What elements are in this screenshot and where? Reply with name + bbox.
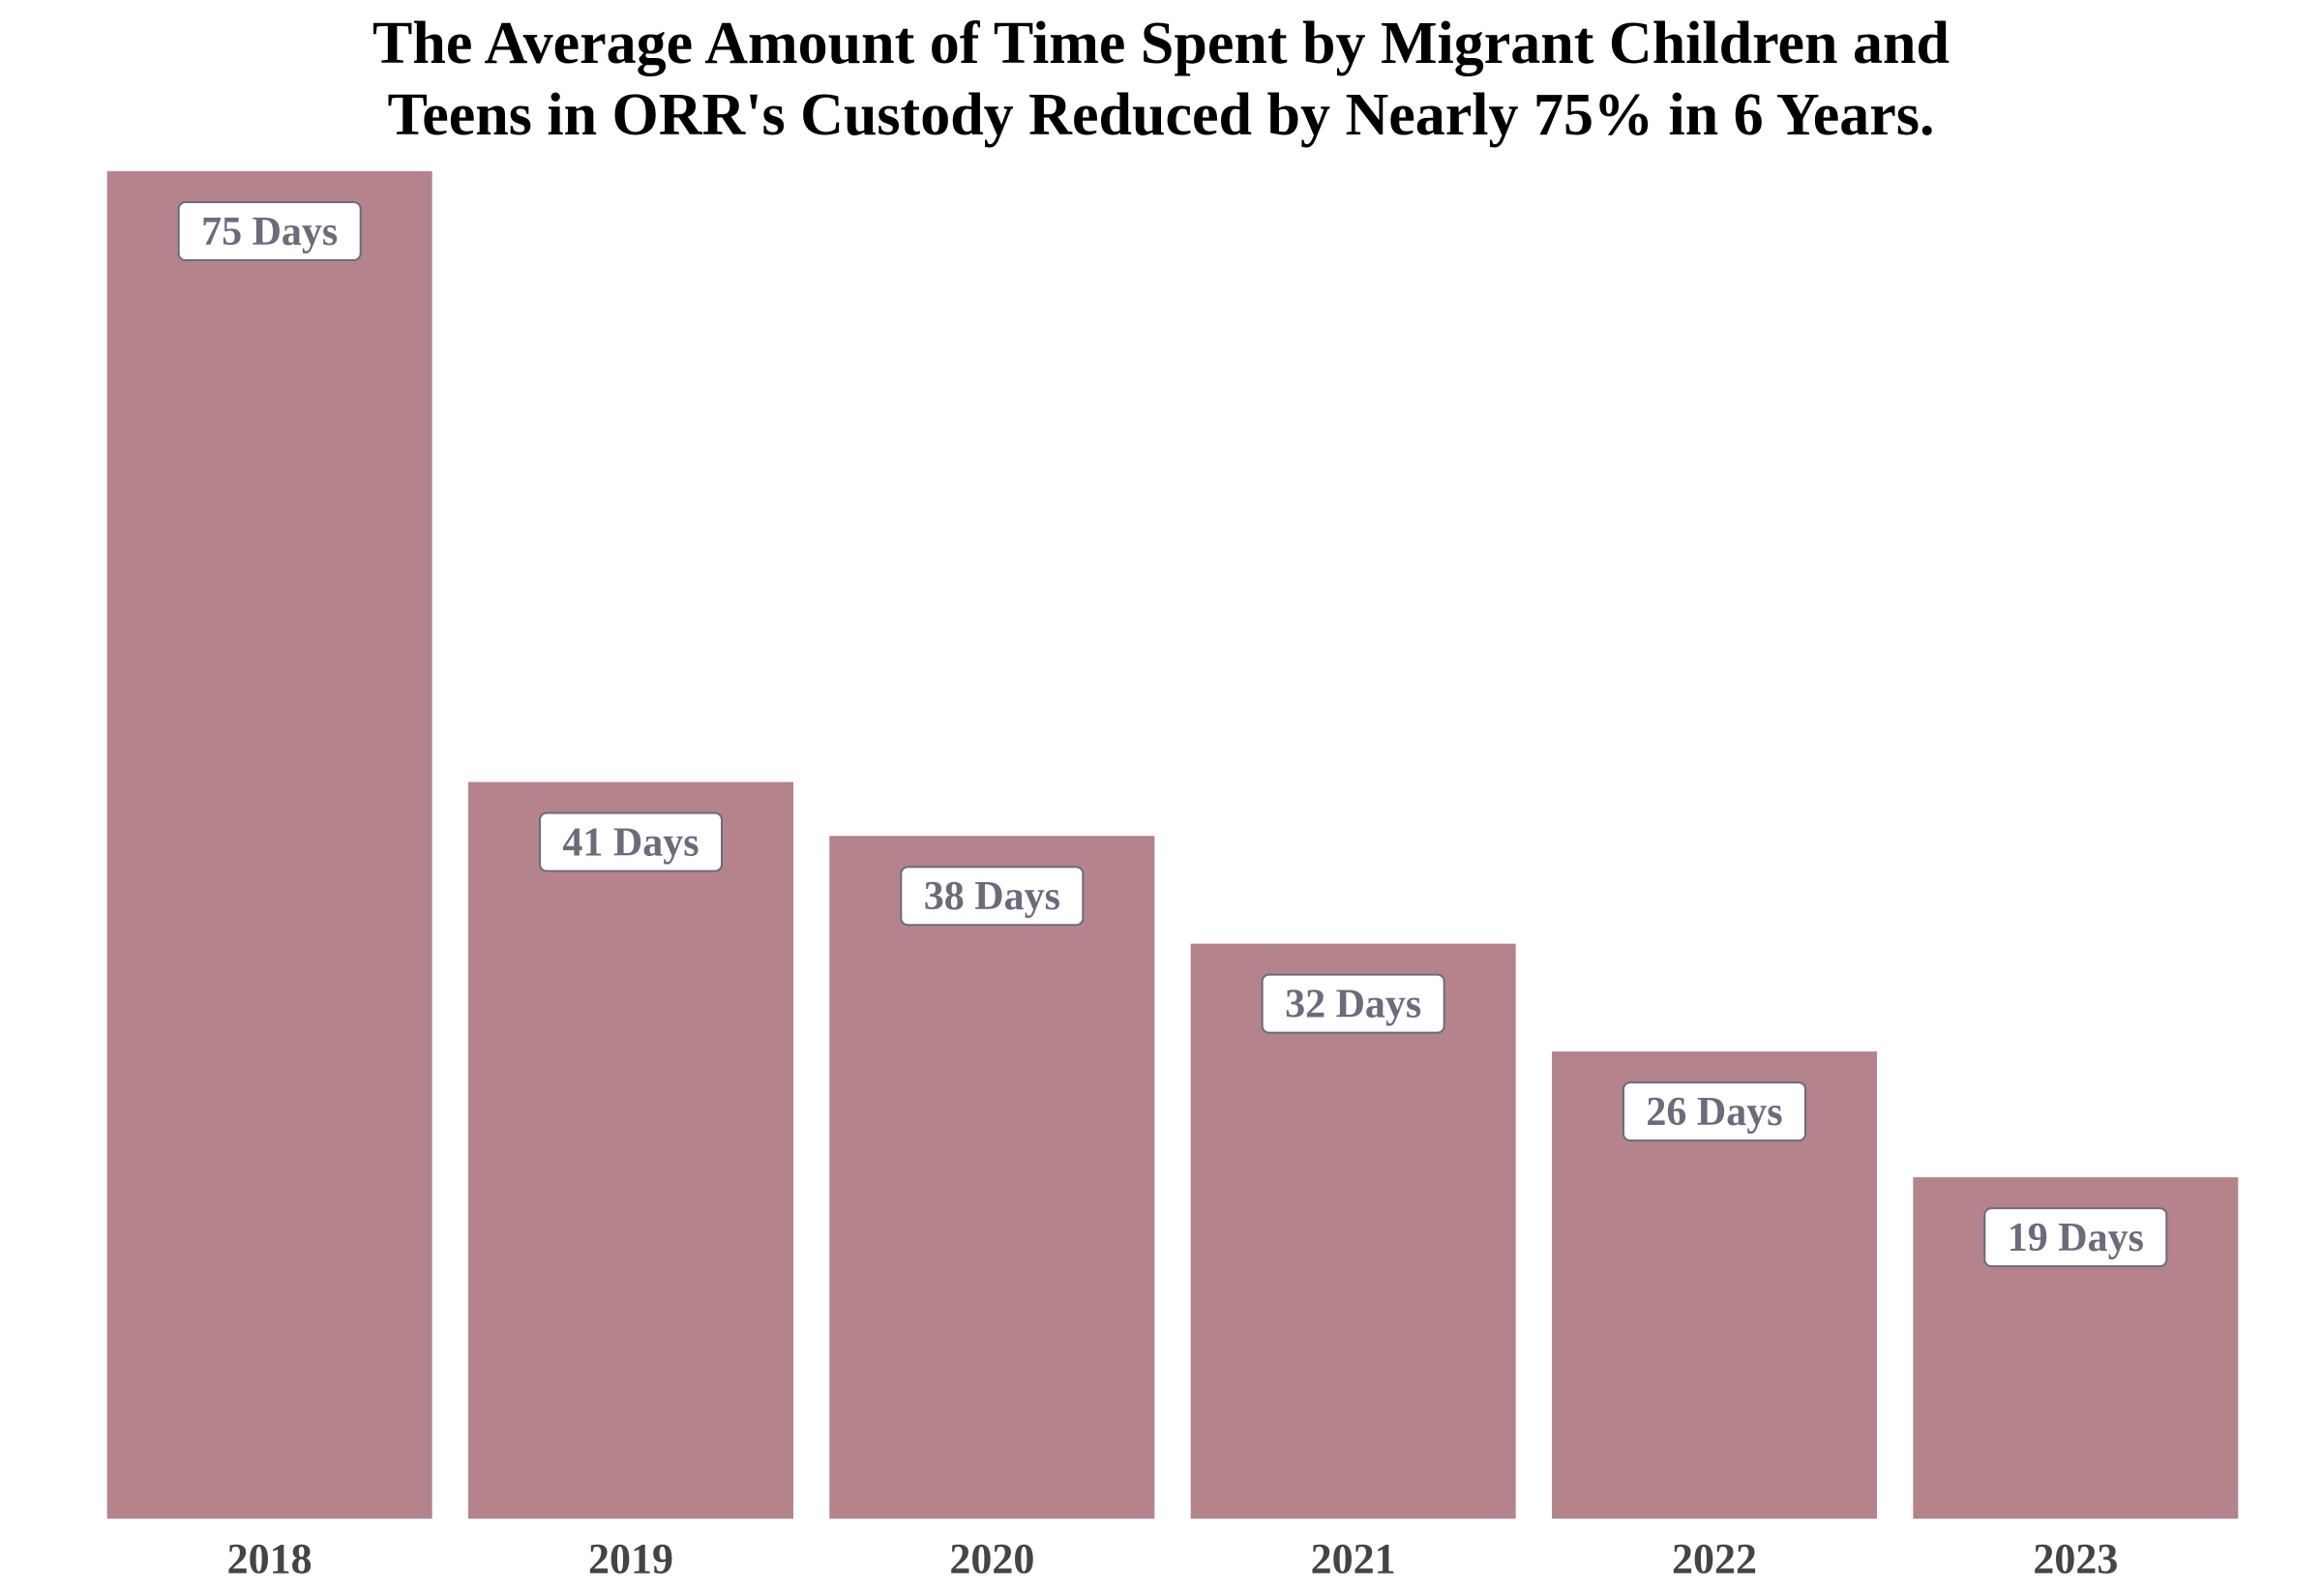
data-label-2022: 26 Days: [1622, 1081, 1806, 1142]
bar-2021: [1190, 943, 1516, 1519]
data-label-text: 26 Days: [1646, 1090, 1782, 1135]
data-label-2020: 38 Days: [900, 866, 1085, 927]
x-axis-ticks: 2018 2019 2020 2021 2022 2023: [227, 1535, 2119, 1582]
x-tick-2021: 2021: [1311, 1535, 1396, 1582]
data-label-text: 38 Days: [924, 874, 1060, 919]
x-tick-2018: 2018: [227, 1535, 313, 1582]
data-label-box: [539, 812, 723, 872]
bar-2020: [829, 836, 1155, 1519]
data-label-2021: 32 Days: [1261, 973, 1445, 1034]
data-labels-layer: 75 Days 41 Days 38 Days 32 Days 26 Days 19 Da…: [177, 201, 2168, 1268]
x-tick-2020: 2020: [949, 1535, 1034, 1582]
x-tick-2023: 2023: [2033, 1535, 2118, 1582]
bar-2019: [468, 782, 793, 1519]
data-label-text: 19 Days: [2008, 1216, 2144, 1260]
bar-2018: [106, 171, 432, 1519]
data-label-text: 75 Days: [201, 210, 338, 254]
data-label-box: [1983, 1207, 2168, 1268]
data-label-text: 41 Days: [562, 820, 699, 865]
data-label-text: 32 Days: [1285, 983, 1421, 1027]
x-tick-2022: 2022: [1672, 1535, 1757, 1582]
data-label-2019: 41 Days: [539, 812, 723, 872]
data-label-box: [1261, 973, 1445, 1034]
data-label-box: [1622, 1081, 1806, 1142]
x-tick-2019: 2019: [588, 1535, 673, 1582]
data-label-box: [900, 866, 1085, 927]
data-label-2018: 75 Days: [177, 201, 362, 261]
data-label-box: [177, 201, 362, 261]
data-label-2023: 19 Days: [1983, 1207, 2168, 1268]
bars-layer: [106, 171, 2239, 1519]
chart-title: The Average Amount of Time Spent by Migr…: [372, 11, 1950, 148]
